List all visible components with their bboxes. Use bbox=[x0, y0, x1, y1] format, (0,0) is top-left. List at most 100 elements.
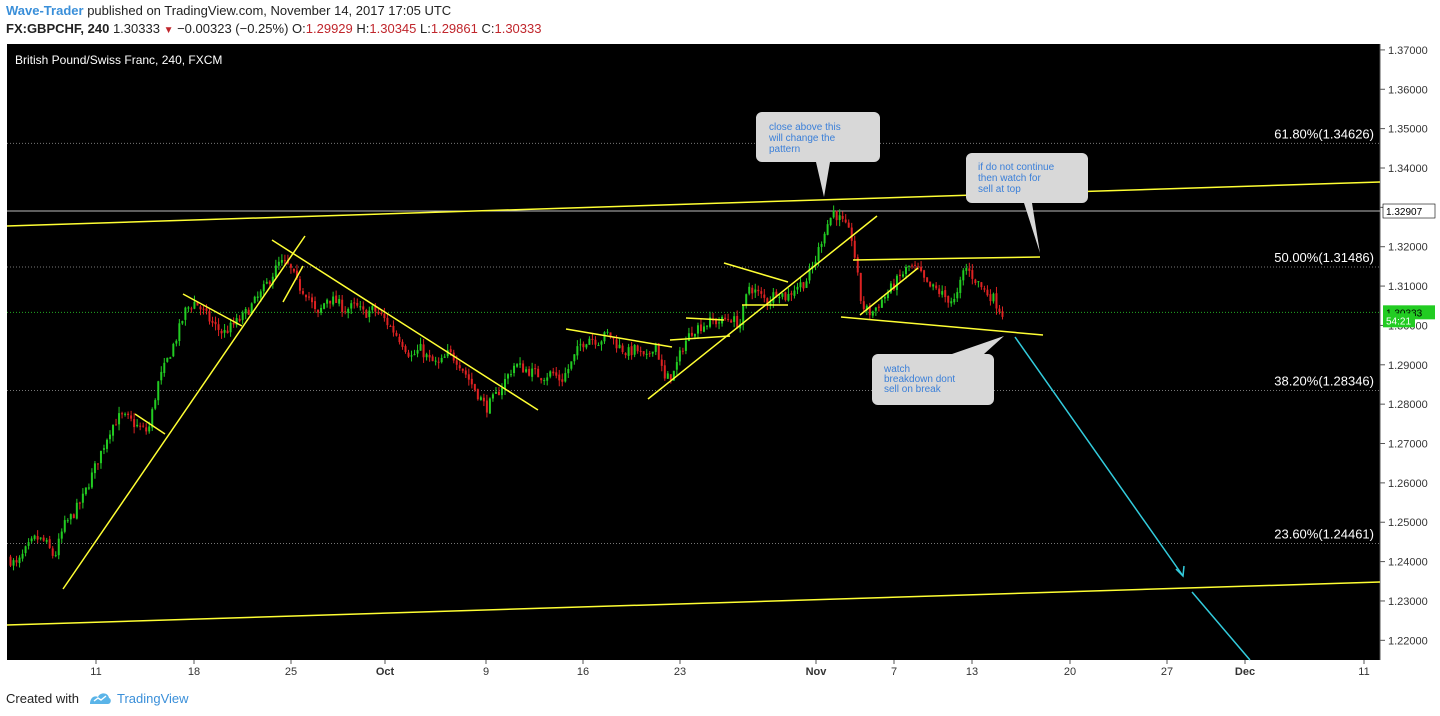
candle-body bbox=[974, 279, 977, 284]
trend-line[interactable] bbox=[685, 317, 725, 321]
candle-body bbox=[136, 424, 139, 427]
fib-level-label: 50.00%(1.31486) bbox=[1274, 250, 1374, 265]
candle-body bbox=[461, 368, 464, 371]
candle-body bbox=[519, 363, 522, 365]
candle-body bbox=[154, 400, 157, 409]
candle-body bbox=[690, 332, 693, 336]
trend-line[interactable] bbox=[62, 235, 306, 590]
candle-body bbox=[718, 322, 721, 324]
candle-body bbox=[995, 293, 998, 309]
candle-body bbox=[96, 463, 99, 465]
trend-line[interactable] bbox=[647, 215, 878, 400]
trend-line[interactable] bbox=[182, 293, 243, 327]
candle-body bbox=[793, 290, 796, 296]
callout-bubble[interactable] bbox=[872, 336, 1004, 405]
candle-body bbox=[42, 537, 45, 541]
candle-body bbox=[247, 309, 250, 315]
candle-body bbox=[301, 291, 304, 294]
candle-body bbox=[681, 350, 684, 352]
y-tick-label: 1.35000 bbox=[1388, 124, 1428, 136]
candle-body bbox=[772, 292, 775, 303]
trend-line[interactable] bbox=[271, 239, 539, 411]
candle-body bbox=[386, 317, 389, 326]
candle-body bbox=[344, 311, 347, 313]
callouts[interactable]: close above this will change the pattern i… bbox=[756, 112, 1088, 405]
candle-body bbox=[935, 285, 938, 289]
candle-body bbox=[588, 338, 591, 345]
candle-body bbox=[905, 267, 908, 275]
tradingview-link[interactable]: TradingView bbox=[117, 691, 189, 706]
candle-body bbox=[796, 286, 799, 290]
candle-body bbox=[507, 374, 510, 379]
candle-body bbox=[573, 354, 576, 362]
y-tick-label: 1.31000 bbox=[1388, 281, 1428, 293]
trend-line[interactable] bbox=[840, 316, 1044, 336]
candle-body bbox=[874, 307, 877, 311]
candle-body bbox=[579, 344, 582, 346]
high-value: 1.30345 bbox=[369, 21, 417, 36]
candle-body bbox=[9, 556, 12, 566]
x-tick-label: 25 bbox=[285, 666, 297, 678]
candle-body bbox=[280, 260, 283, 263]
candle-body bbox=[537, 368, 540, 378]
candle-body bbox=[826, 224, 829, 235]
candle-body bbox=[105, 439, 108, 449]
candle-body bbox=[621, 345, 624, 353]
callout-bubble[interactable] bbox=[966, 153, 1088, 253]
candle-body bbox=[289, 264, 292, 268]
candle-body bbox=[36, 536, 39, 540]
candle-body bbox=[618, 344, 621, 349]
candle-body bbox=[12, 560, 15, 566]
candle-body bbox=[805, 281, 808, 288]
candle-body bbox=[549, 371, 552, 377]
trend-line[interactable] bbox=[723, 262, 789, 283]
candle-body bbox=[558, 374, 561, 381]
candle-body bbox=[428, 354, 431, 358]
upper-channel-line[interactable] bbox=[6, 181, 1381, 227]
callout-bubble[interactable] bbox=[756, 112, 880, 197]
candle-body bbox=[494, 392, 497, 394]
candle-body bbox=[654, 343, 657, 352]
candle-body bbox=[121, 413, 124, 415]
trend-line[interactable] bbox=[669, 335, 731, 341]
candle-body bbox=[250, 303, 253, 314]
candlestick-chart[interactable]: 61.80%(1.34626) 50.00%(1.31486) 38.20%(1.2… bbox=[0, 44, 1440, 682]
lower-channel-line[interactable] bbox=[6, 581, 1381, 626]
trend-line[interactable] bbox=[859, 267, 919, 316]
candle-body bbox=[962, 270, 965, 281]
candle-body bbox=[380, 312, 383, 314]
chart-area[interactable]: 61.80%(1.34626) 50.00%(1.31486) 38.20%(1.2… bbox=[0, 44, 1440, 682]
price-axis[interactable] bbox=[1380, 44, 1440, 682]
candle-body bbox=[760, 291, 763, 294]
candle-body bbox=[802, 282, 805, 289]
candle-body bbox=[657, 343, 660, 360]
candle-body bbox=[368, 310, 371, 318]
candle-body bbox=[81, 493, 84, 503]
trend-line[interactable] bbox=[134, 413, 166, 435]
candle-body bbox=[395, 332, 398, 336]
projection-arrow[interactable] bbox=[1014, 336, 1184, 577]
projection-arrow[interactable] bbox=[1191, 591, 1251, 661]
author-link[interactable]: Wave-Trader bbox=[6, 3, 84, 18]
x-tick-label: Nov bbox=[806, 666, 828, 678]
candle-body bbox=[449, 349, 452, 353]
candle-body bbox=[356, 302, 359, 306]
candle-body bbox=[675, 362, 678, 370]
trend-line[interactable] bbox=[282, 265, 304, 303]
candle-body bbox=[606, 331, 609, 333]
candle-body bbox=[217, 324, 220, 330]
trend-line[interactable] bbox=[565, 328, 673, 348]
candle-body bbox=[678, 350, 681, 362]
time-axis[interactable] bbox=[0, 660, 1380, 682]
candle-body bbox=[350, 303, 353, 309]
candle-body bbox=[365, 310, 368, 318]
candle-body bbox=[148, 426, 151, 432]
trend-line[interactable] bbox=[852, 256, 1041, 261]
y-tick-label: 1.37000 bbox=[1388, 45, 1428, 57]
candle-body bbox=[862, 301, 865, 310]
trend-drawings[interactable] bbox=[6, 181, 1381, 661]
candle-body bbox=[265, 281, 268, 284]
tradingview-logo-icon[interactable] bbox=[88, 690, 112, 706]
candle-body bbox=[15, 560, 18, 563]
candle-body bbox=[968, 268, 971, 271]
